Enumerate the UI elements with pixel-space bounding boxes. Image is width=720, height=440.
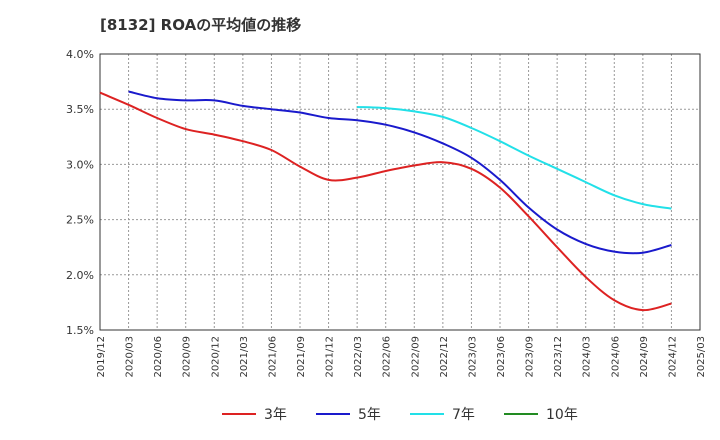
y-tick-label: 2.5% (66, 214, 94, 227)
x-tick-label: 2024/12 (667, 336, 678, 378)
x-tick-label: 2022/12 (439, 336, 450, 378)
y-tick-label: 2.0% (66, 269, 94, 282)
legend-label-3: 7年 (452, 407, 475, 423)
x-tick-label: 2021/09 (296, 336, 307, 378)
x-tick-label: 2021/03 (239, 336, 250, 378)
x-tick-label: 2024/03 (582, 336, 593, 378)
axis-layer: 1.5% 2.0% 2.5% 3.0% 3.5% 4.0% 2019/12 2020/03 20… (66, 48, 707, 378)
x-tick-label: 2020/12 (210, 336, 221, 378)
series-line-3 (357, 106, 672, 210)
x-tick-label: 2024/06 (610, 336, 621, 378)
y-tick-label: 1.5% (66, 324, 94, 337)
x-tick-label: 2022/03 (353, 336, 364, 378)
legend-label-4: 10年 (546, 407, 578, 423)
x-tick-label: 2023/06 (496, 336, 507, 378)
series-line-1 (99, 91, 672, 312)
x-tick-label: 2023/12 (553, 336, 564, 378)
legend-label-1: 3年 (264, 407, 287, 423)
plot-frame (99, 53, 701, 331)
legend: 3年 5年 7年 10年 (222, 407, 578, 423)
x-tick-label: 2025/03 (696, 336, 707, 378)
x-tick-label: 2023/09 (525, 336, 536, 378)
x-tick-label: 2020/06 (153, 336, 164, 378)
series-layer (99, 90, 672, 312)
x-tick-label: 2022/06 (382, 336, 393, 378)
x-tick-label: 2024/09 (639, 336, 650, 378)
x-tick-label: 2022/09 (410, 336, 421, 378)
legend-label-2: 5年 (358, 407, 381, 423)
y-tick-label: 3.0% (66, 158, 94, 171)
grid-layer (100, 54, 700, 330)
x-tick-label: 2020/03 (125, 336, 136, 378)
x-tick-label: 2021/12 (325, 336, 336, 378)
x-tick-label: 2020/09 (182, 336, 193, 378)
y-tick-label: 3.5% (66, 103, 94, 116)
x-tick-label: 2019/12 (96, 336, 107, 378)
series-line-2 (128, 90, 672, 255)
y-tick-label: 4.0% (66, 48, 94, 61)
chart-title: [8132] ROAの平均値の推移 (100, 16, 302, 34)
x-tick-label: 2023/03 (467, 336, 478, 378)
x-tick-label: 2021/06 (267, 336, 278, 378)
